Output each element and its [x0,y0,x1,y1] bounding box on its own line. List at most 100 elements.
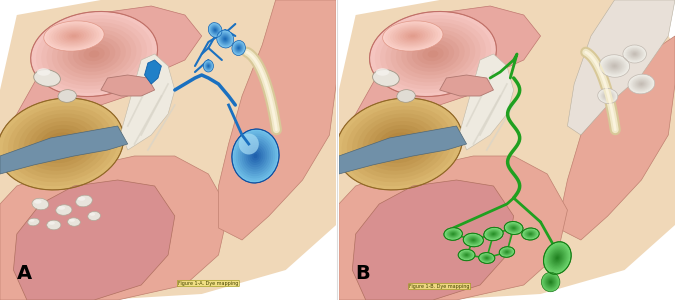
Ellipse shape [379,129,421,159]
Ellipse shape [391,26,475,82]
Ellipse shape [462,252,472,258]
Ellipse shape [236,44,242,52]
Ellipse shape [72,35,76,37]
Ellipse shape [387,23,438,49]
Polygon shape [0,0,336,300]
Polygon shape [14,180,175,300]
Ellipse shape [524,230,536,238]
Ellipse shape [555,255,560,261]
Ellipse shape [489,231,498,237]
Ellipse shape [541,272,560,292]
Ellipse shape [529,233,532,235]
Ellipse shape [234,131,277,181]
Ellipse shape [486,257,487,259]
Ellipse shape [224,38,227,40]
Ellipse shape [254,154,257,158]
Ellipse shape [524,230,537,238]
Ellipse shape [408,34,418,38]
Ellipse shape [76,195,92,207]
Ellipse shape [403,31,423,41]
Ellipse shape [45,133,76,155]
Ellipse shape [509,225,518,231]
Ellipse shape [24,117,97,171]
Ellipse shape [543,242,571,274]
Ellipse shape [410,35,415,37]
Ellipse shape [357,113,441,175]
Ellipse shape [47,220,61,230]
Ellipse shape [487,230,500,238]
Ellipse shape [502,249,512,255]
Ellipse shape [466,254,467,256]
Ellipse shape [401,33,464,75]
Ellipse shape [466,236,480,244]
Ellipse shape [389,136,410,152]
Ellipse shape [394,140,404,148]
Polygon shape [219,0,336,240]
Ellipse shape [225,38,226,40]
Ellipse shape [599,55,630,77]
Ellipse shape [625,46,645,62]
Ellipse shape [84,47,105,61]
Ellipse shape [217,31,233,47]
Ellipse shape [393,26,433,46]
Ellipse shape [236,45,242,51]
Ellipse shape [522,228,539,240]
Ellipse shape [485,256,489,260]
Ellipse shape [551,251,563,265]
Ellipse shape [602,57,627,75]
Ellipse shape [639,82,644,85]
Text: B: B [356,264,371,283]
Ellipse shape [529,232,533,236]
Ellipse shape [238,47,239,49]
Ellipse shape [213,28,217,32]
Ellipse shape [233,42,244,54]
Ellipse shape [66,32,82,40]
Ellipse shape [240,138,271,174]
Ellipse shape [525,230,535,238]
Ellipse shape [396,29,470,79]
Ellipse shape [211,26,219,34]
Ellipse shape [78,44,110,64]
Ellipse shape [373,125,426,163]
Ellipse shape [212,26,219,34]
Ellipse shape [205,61,212,70]
Ellipse shape [58,90,76,102]
Ellipse shape [234,43,243,53]
Ellipse shape [504,221,523,235]
Ellipse shape [30,11,157,97]
Ellipse shape [627,48,643,60]
Ellipse shape [211,25,219,35]
Polygon shape [101,75,155,96]
Ellipse shape [547,278,554,286]
Ellipse shape [501,248,513,256]
Polygon shape [339,126,466,174]
Ellipse shape [598,88,618,104]
Ellipse shape [632,52,638,56]
Ellipse shape [34,70,60,86]
Ellipse shape [626,47,643,61]
Ellipse shape [488,230,499,238]
Ellipse shape [29,219,34,222]
Ellipse shape [638,82,645,86]
Polygon shape [460,54,514,150]
Ellipse shape [212,27,218,33]
Ellipse shape [342,102,457,186]
Ellipse shape [395,27,431,45]
Ellipse shape [451,232,456,236]
Ellipse shape [634,78,649,90]
Ellipse shape [205,62,212,70]
Ellipse shape [522,229,539,239]
Ellipse shape [637,81,646,87]
Ellipse shape [221,34,230,43]
Ellipse shape [464,234,483,246]
Ellipse shape [69,219,75,222]
Polygon shape [0,126,128,174]
Ellipse shape [549,248,566,268]
Ellipse shape [463,233,483,247]
Ellipse shape [248,147,263,165]
Ellipse shape [57,29,131,79]
Ellipse shape [526,231,535,237]
Ellipse shape [238,136,273,176]
Ellipse shape [89,213,95,216]
Ellipse shape [553,253,562,263]
